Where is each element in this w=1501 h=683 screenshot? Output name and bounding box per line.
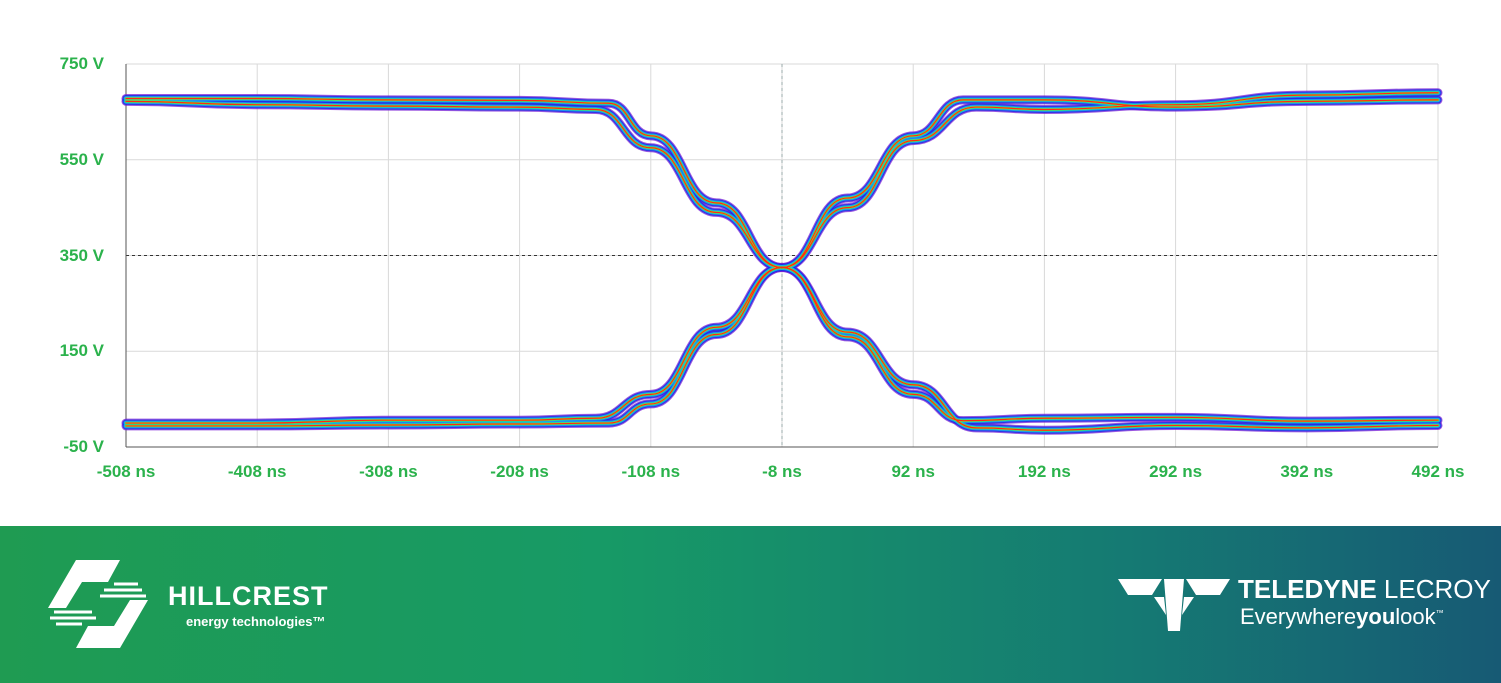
tagline-pre: Everywhere	[1240, 604, 1357, 629]
eye-trace	[781, 266, 1439, 431]
x-tick-label: 392 ns	[1280, 462, 1334, 481]
eye-trace	[780, 265, 1440, 432]
tagline-post: look	[1395, 604, 1436, 629]
x-tick-label: 292 ns	[1149, 462, 1203, 481]
eye-trace	[123, 264, 785, 426]
eye-trace	[780, 266, 1440, 423]
hillcrest-tagline: energy technologies™	[186, 614, 326, 629]
eye-trace	[781, 92, 1439, 269]
hillcrest-name: HILLCREST	[168, 581, 329, 611]
x-tick-label: -508 ns	[96, 462, 156, 481]
eye-trace	[123, 264, 785, 429]
eye-trace	[124, 266, 784, 428]
eye-trace	[124, 266, 784, 425]
eye-trace	[125, 266, 783, 424]
eye-trace	[778, 89, 1442, 271]
teledyne-tagline: Everywhereyoulook™	[1240, 604, 1444, 630]
x-tick-label: 92 ns	[891, 462, 935, 481]
tagline-mark: ™	[1435, 608, 1444, 618]
eye-trace	[781, 266, 1439, 422]
eye-diagram-plot	[121, 63, 1443, 448]
x-tick-label: -8 ns	[762, 462, 802, 481]
eye-trace	[778, 263, 1442, 425]
x-tick-label: -308 ns	[359, 462, 418, 481]
eye-trace	[779, 264, 1441, 424]
eye-trace	[780, 265, 1440, 423]
eye-trace	[780, 266, 1440, 432]
x-tick-label: -108 ns	[621, 462, 681, 481]
eye-trace	[121, 262, 787, 428]
eye-trace	[779, 264, 1441, 433]
eye-trace	[124, 265, 784, 428]
eye-trace	[777, 262, 1443, 426]
eye-trace	[778, 263, 1442, 434]
eye-diagram-chart: 750 V 550 V 350 V 150 V -50 V -508 ns -408 ns -…	[59, 54, 1465, 481]
y-tick-label: 550 V	[59, 149, 104, 169]
tagline-bold: you	[1356, 604, 1396, 629]
eye-trace	[125, 266, 783, 424]
eye-trace	[122, 263, 786, 427]
teledyne-name: TELEDYNE LECROY	[1238, 574, 1491, 605]
x-tick-label: -208 ns	[490, 462, 549, 481]
hillcrest-logo-icon	[48, 560, 148, 648]
eye-trace	[122, 263, 786, 430]
teledyne-name-light: LECROY	[1376, 574, 1491, 604]
brand-footer: HILLCREST energy technologies™ TELEDYNE …	[0, 526, 1501, 683]
y-tick-label: 750 V	[59, 54, 104, 73]
eye-trace	[123, 98, 785, 270]
eye-trace	[781, 266, 1439, 432]
eye-trace	[121, 262, 787, 431]
y-tick-label: 350 V	[59, 245, 104, 265]
eye-trace	[124, 265, 784, 425]
x-tick-label: 492 ns	[1411, 462, 1465, 481]
eye-trace	[781, 99, 1439, 269]
teledyne-logo-icon	[1118, 579, 1230, 631]
y-tick-label: -50 V	[63, 437, 104, 456]
eye-trace	[125, 100, 783, 269]
x-tick-label: 192 ns	[1017, 462, 1071, 481]
y-tick-label: 150 V	[59, 341, 104, 361]
eye-trace	[781, 266, 1439, 422]
x-tick-label: -408 ns	[227, 462, 287, 481]
eye-trace	[125, 97, 783, 269]
teledyne-name-bold: TELEDYNE	[1238, 574, 1377, 604]
eye-trace	[125, 266, 783, 427]
eye-trace	[125, 266, 783, 427]
eye-trace	[777, 262, 1443, 435]
